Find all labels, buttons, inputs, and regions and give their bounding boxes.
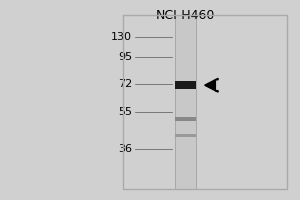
Text: 130: 130	[111, 32, 132, 42]
Text: 72: 72	[118, 79, 132, 89]
FancyBboxPatch shape	[175, 15, 196, 189]
FancyBboxPatch shape	[175, 134, 196, 137]
Text: NCI-H460: NCI-H460	[156, 9, 215, 22]
FancyBboxPatch shape	[175, 117, 196, 121]
Text: 55: 55	[118, 107, 132, 117]
Text: 95: 95	[118, 52, 132, 62]
FancyArrow shape	[205, 78, 218, 92]
FancyBboxPatch shape	[175, 81, 196, 89]
Text: 36: 36	[118, 144, 132, 154]
